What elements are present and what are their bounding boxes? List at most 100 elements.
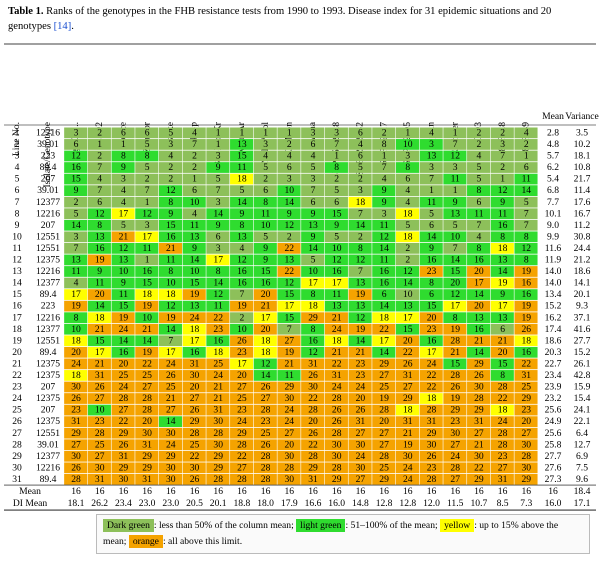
cell: 29 <box>285 382 295 393</box>
cell-background <box>419 289 443 300</box>
cell: 28 <box>12 439 22 450</box>
cell: 31 <box>95 370 105 381</box>
cell-background <box>87 127 111 139</box>
cell: 26 <box>261 382 271 393</box>
cell-background <box>230 358 254 370</box>
cell-background <box>324 393 348 404</box>
cell-background <box>135 162 159 173</box>
cell: 3 <box>429 139 434 150</box>
cell: 7 <box>74 243 79 254</box>
cell: 5.7 <box>547 151 559 162</box>
reference-link[interactable]: [14] <box>53 21 72 32</box>
cell-background <box>490 450 514 462</box>
cell: 18 <box>213 347 223 358</box>
cell: 27 <box>237 382 247 393</box>
cell: 5 <box>334 231 339 242</box>
cell: 26 <box>71 462 81 473</box>
cell: 22 <box>190 451 200 462</box>
cell: 7 <box>524 220 529 231</box>
cell: 28 <box>261 462 271 473</box>
cell: 11 <box>379 220 388 231</box>
cell: 10 <box>285 185 295 196</box>
cell: 16.7 <box>574 208 591 219</box>
cell: 13 <box>190 301 200 312</box>
cell: 31 <box>12 474 22 485</box>
cell-background <box>182 127 206 139</box>
cell: 22 <box>308 393 318 404</box>
cell-background <box>324 185 348 196</box>
cell: 23 <box>237 347 247 358</box>
cell: 31 <box>403 416 413 427</box>
cell: 7 <box>192 139 197 150</box>
cell: 29 <box>522 474 532 485</box>
cell-background <box>253 439 277 451</box>
table: Line No.Isolate/GenotypeSgv/GT...85.92Be… <box>4 43 599 511</box>
cell-background <box>135 312 159 324</box>
cell-background <box>395 300 420 312</box>
cell-background <box>230 127 254 139</box>
cell: 15.2 <box>574 347 591 358</box>
cell-background <box>514 150 538 162</box>
cell-background <box>395 346 420 358</box>
cell: 30 <box>427 439 437 450</box>
cell: 7.5 <box>576 462 588 473</box>
cell: 17 <box>71 289 81 300</box>
cell: 24 <box>427 358 437 369</box>
column-header: Isolate/Genotype <box>42 122 53 188</box>
cell-background <box>443 381 467 393</box>
cell: 12 <box>95 208 105 219</box>
cell: 1 <box>429 185 434 196</box>
cell-background <box>324 289 348 300</box>
cell: 28 <box>308 451 318 462</box>
cell-background <box>111 381 135 393</box>
cell: 17.6 <box>574 197 591 208</box>
cell-background <box>419 266 443 277</box>
cell: 12 <box>71 151 81 162</box>
cell-background <box>301 462 325 474</box>
cell-background <box>514 416 538 427</box>
cell-background <box>182 381 206 393</box>
cell: 27.7 <box>545 451 562 462</box>
cell-background <box>230 450 254 462</box>
cell-background <box>277 474 301 485</box>
cell-background <box>514 358 538 370</box>
cell: 22 <box>308 439 318 450</box>
cell-background <box>348 196 372 208</box>
cell: 10 <box>237 324 247 335</box>
cell-background <box>348 358 372 370</box>
cell: 28 <box>450 370 460 381</box>
cell-background <box>348 127 372 139</box>
cell: 21 <box>403 428 413 439</box>
cell: 9.3 <box>576 301 588 312</box>
cell: 9 <box>500 289 505 300</box>
cell: 22 <box>237 451 247 462</box>
cell: 7 <box>429 174 434 185</box>
cell-background <box>301 162 325 173</box>
cell: 30 <box>119 474 129 485</box>
cell: 4 <box>15 162 20 173</box>
cell: 30 <box>166 474 176 485</box>
cell: 13 <box>237 139 247 150</box>
cell-background <box>87 312 111 324</box>
cell-background <box>64 439 88 451</box>
cell-background <box>253 231 277 243</box>
cell-background <box>158 185 183 196</box>
cell-background <box>395 404 420 416</box>
cell-background <box>324 196 348 208</box>
cell-background <box>514 381 538 393</box>
cell: 207 <box>41 382 56 393</box>
cell: 2 <box>358 174 363 185</box>
cell-background <box>87 150 111 162</box>
cell: 15 <box>427 301 437 312</box>
cell: 18 <box>403 405 413 416</box>
cell: 10.2 <box>574 139 591 150</box>
cell-background <box>467 173 491 185</box>
cell: 14 <box>213 208 223 219</box>
cell: 8 <box>524 255 529 266</box>
cell: 12375 <box>36 416 60 427</box>
cell: 2 <box>405 255 410 266</box>
cell: 12551 <box>36 243 60 254</box>
cell: 30 <box>190 370 200 381</box>
cell: 4 <box>524 127 529 138</box>
cell-background <box>111 208 135 220</box>
